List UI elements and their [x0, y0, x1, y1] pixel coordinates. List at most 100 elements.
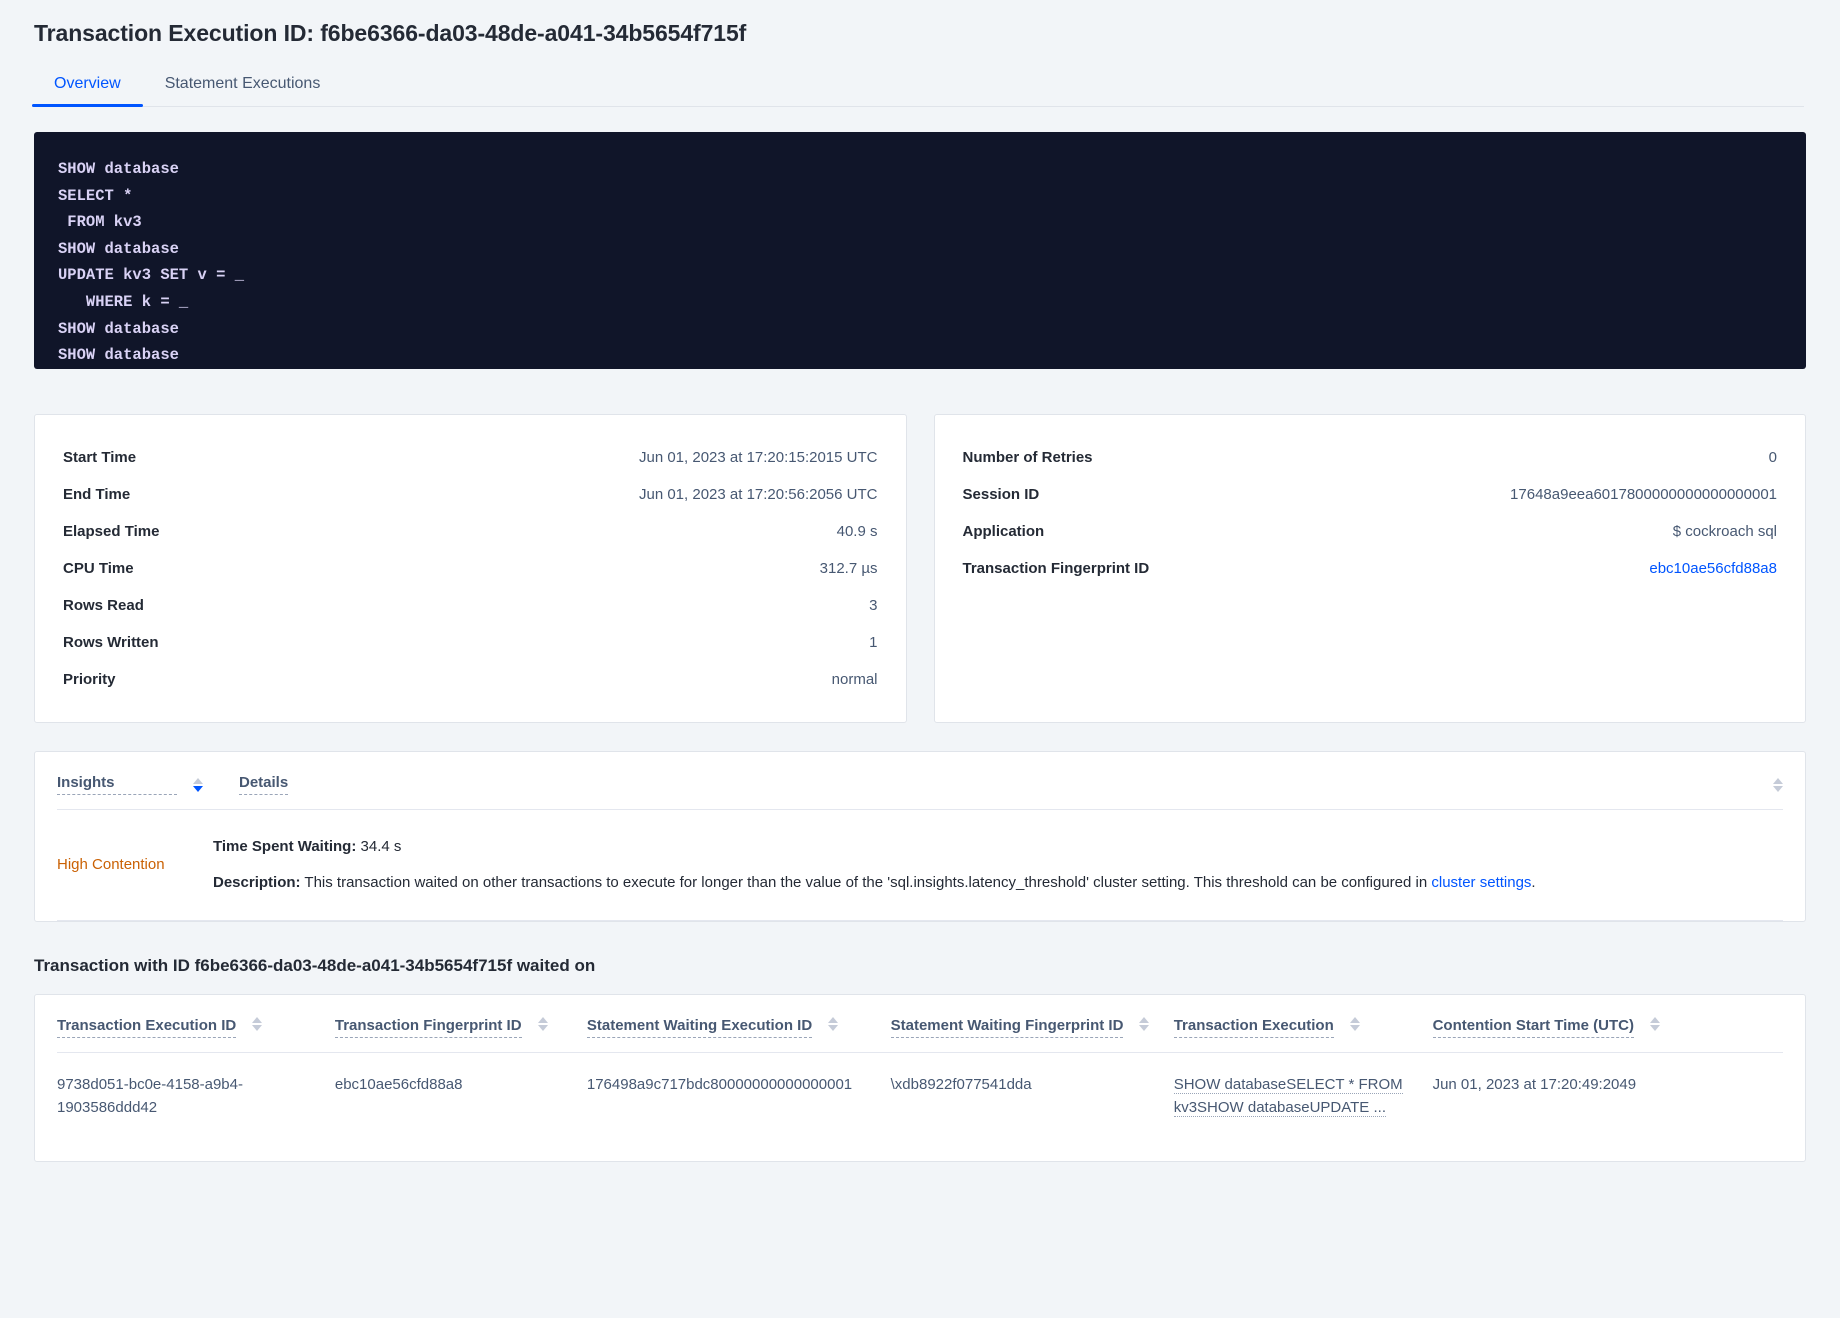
tab-bar: Overview Statement Executions	[32, 69, 1804, 107]
summary-row-elapsed-time: Elapsed Time 40.9 s	[63, 513, 878, 550]
sql-line: SHOW database	[58, 160, 179, 178]
row-label: Transaction Fingerprint ID	[962, 560, 1150, 577]
summary-row-cpu-time: CPU Time 312.7 µs	[63, 550, 878, 587]
column-header-label[interactable]: Transaction Fingerprint ID	[334, 1017, 522, 1038]
insight-name-high-contention[interactable]: High Contention	[57, 856, 165, 873]
time-spent-waiting-value: 34.4 s	[360, 838, 402, 855]
triangle-down-icon	[537, 1024, 548, 1031]
summary-cards: Start Time Jun 01, 2023 at 17:20:15:2015…	[34, 414, 1806, 723]
th-transaction-fingerprint-id: Transaction Fingerprint ID	[334, 994, 587, 1053]
row-value: 0	[1768, 449, 1777, 466]
triangle-down-icon	[1139, 1024, 1150, 1031]
description-text: This transaction waited on other transac…	[304, 873, 1428, 891]
triangle-down-icon	[1773, 785, 1783, 792]
sort-toggle-statement-waiting-fingerprint-id[interactable]	[1139, 1016, 1150, 1031]
summary-row-priority: Priority normal	[63, 661, 878, 698]
triangle-down-icon	[1349, 1024, 1360, 1031]
cell-contention-start-time: Jun 01, 2023 at 17:20:49:2049	[1432, 1075, 1637, 1093]
waited-on-table-head: Transaction Execution ID Transaction Fin…	[57, 994, 1783, 1053]
row-value: 3	[869, 597, 878, 614]
sql-line: UPDATE kv3 SET v = _	[58, 266, 245, 285]
triangle-down-icon	[1649, 1024, 1660, 1031]
triangle-up-icon	[193, 777, 203, 784]
waited-on-table-body: 9738d051-bc0e-4158-a9b4-1903586ddd42 ebc…	[57, 1052, 1783, 1139]
row-value: 312.7 µs	[819, 560, 878, 577]
sort-toggle-transaction-execution[interactable]	[1349, 1016, 1360, 1031]
cell-statement-waiting-fingerprint-id: \xdb8922f077541dda	[890, 1075, 1032, 1093]
column-header-insights[interactable]: Insights	[57, 774, 177, 795]
triangle-up-icon	[1773, 777, 1783, 784]
summary-row-application: Application $ cockroach sql	[963, 513, 1778, 550]
cell-transaction-execution-id: 9738d051-bc0e-4158-a9b4-1903586ddd42	[57, 1075, 243, 1116]
triangle-up-icon	[1649, 1016, 1660, 1023]
sql-line: SELECT *	[58, 186, 133, 205]
column-header-label[interactable]: Contention Start Time (UTC)	[1432, 1017, 1634, 1038]
sort-toggle-right[interactable]	[1773, 777, 1783, 792]
table-row: 9738d051-bc0e-4158-a9b4-1903586ddd42 ebc…	[57, 1052, 1783, 1139]
sort-toggle-contention-start-time[interactable]	[1649, 1016, 1660, 1031]
description-label: Description:	[213, 873, 301, 891]
triangle-down-icon	[252, 1024, 263, 1031]
sql-line: FROM kv3	[58, 213, 142, 232]
row-label: Elapsed Time	[63, 523, 160, 540]
sort-toggle-statement-waiting-execution-id[interactable]	[828, 1016, 839, 1031]
column-header-label[interactable]: Statement Waiting Execution ID	[586, 1017, 813, 1038]
column-header-label[interactable]: Transaction Execution ID	[57, 1017, 237, 1038]
cell-transaction-execution[interactable]: SHOW databaseSELECT * FROM kv3SHOW datab…	[1173, 1052, 1433, 1139]
insight-details: Time Spent Waiting: 34.4 s Description: …	[213, 832, 1783, 894]
row-label: CPU Time	[63, 560, 134, 577]
sql-line: WHERE k = _	[58, 292, 189, 311]
transaction-fingerprint-id-link[interactable]: ebc10ae56cfd88a8	[1649, 560, 1777, 577]
page-title: Transaction Execution ID: f6be6366-da03-…	[34, 20, 747, 46]
triangle-up-icon	[1139, 1016, 1150, 1023]
triangle-down-icon	[193, 785, 203, 792]
th-statement-waiting-execution-id: Statement Waiting Execution ID	[586, 994, 891, 1053]
summary-row-end-time: End Time Jun 01, 2023 at 17:20:56:2056 U…	[63, 476, 878, 513]
row-value: $ cockroach sql	[1672, 523, 1777, 540]
row-label: Rows Written	[63, 634, 159, 651]
insight-description: Description: This transaction waited on …	[213, 868, 1783, 894]
th-statement-waiting-fingerprint-id: Statement Waiting Fingerprint ID	[890, 994, 1174, 1053]
th-transaction-execution-id: Transaction Execution ID	[57, 994, 335, 1053]
table-header-row: Transaction Execution ID Transaction Fin…	[57, 994, 1783, 1053]
insights-table-header: Insights Details	[57, 752, 1783, 810]
waited-on-table-card: Transaction Execution ID Transaction Fin…	[34, 993, 1806, 1162]
row-value: 40.9 s	[836, 523, 878, 540]
row-label: Session ID	[962, 486, 1040, 503]
sql-code-block: SHOW database SELECT * FROM kv3 SHOW dat…	[34, 132, 1806, 369]
sql-line: SHOW database	[58, 319, 179, 338]
waited-on-table: Transaction Execution ID Transaction Fin…	[57, 994, 1783, 1140]
description-tail: .	[1531, 873, 1536, 891]
insight-time-spent-waiting: Time Spent Waiting: 34.4 s	[213, 832, 1783, 868]
transaction-execution-preview[interactable]: SHOW databaseSELECT * FROM kv3SHOW datab…	[1173, 1075, 1403, 1117]
sort-toggle-transaction-fingerprint-id[interactable]	[537, 1016, 548, 1031]
column-header-label[interactable]: Transaction Execution	[1173, 1017, 1334, 1038]
triangle-up-icon	[828, 1016, 839, 1023]
sql-line: SHOW database	[58, 346, 179, 365]
column-header-details[interactable]: Details	[239, 774, 289, 795]
row-value: Jun 01, 2023 at 17:20:56:2056 UTC	[638, 486, 878, 503]
summary-row-start-time: Start Time Jun 01, 2023 at 17:20:15:2015…	[63, 439, 878, 476]
summary-row-transaction-fingerprint-id: Transaction Fingerprint ID ebc10ae56cfd8…	[963, 550, 1778, 587]
row-value: 17648a9eea6017800000000000000001	[1510, 486, 1777, 503]
sql-line: SHOW database	[58, 239, 179, 258]
summary-row-session-id: Session ID 17648a9eea6017800000000000000…	[963, 476, 1778, 513]
tab-statement-executions[interactable]: Statement Executions	[164, 75, 321, 92]
column-header-label[interactable]: Statement Waiting Fingerprint ID	[890, 1017, 1124, 1038]
row-label: End Time	[63, 486, 131, 503]
insights-table-row: High Contention Time Spent Waiting: 34.4…	[57, 810, 1783, 921]
row-label: Start Time	[63, 449, 137, 466]
tab-overview[interactable]: Overview	[32, 69, 143, 107]
sort-toggle-insights[interactable]	[193, 777, 203, 792]
th-transaction-execution: Transaction Execution	[1173, 994, 1433, 1053]
insights-table: Insights Details High Contention Time Sp…	[34, 751, 1806, 922]
triangle-down-icon	[828, 1024, 839, 1031]
row-label: Number of Retries	[962, 449, 1093, 466]
row-value: normal	[831, 671, 878, 688]
sort-toggle-transaction-execution-id[interactable]	[252, 1016, 263, 1031]
cluster-settings-link[interactable]: cluster settings	[1431, 873, 1532, 891]
summary-row-rows-read: Rows Read 3	[63, 587, 878, 624]
cell-statement-waiting-execution-id: 176498a9c717bdc80000000000000001	[586, 1075, 853, 1093]
summary-row-number-of-retries: Number of Retries 0	[963, 439, 1778, 476]
row-label: Application	[962, 523, 1045, 540]
